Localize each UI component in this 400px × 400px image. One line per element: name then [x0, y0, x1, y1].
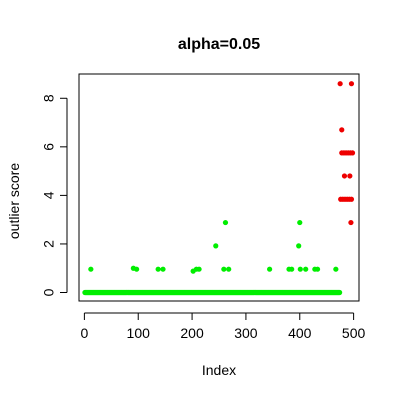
- data-point: [226, 267, 231, 272]
- data-point: [348, 220, 353, 225]
- x-tick-label: 100: [127, 325, 151, 341]
- data-point: [338, 81, 343, 86]
- data-point: [337, 290, 342, 295]
- data-point: [160, 267, 165, 272]
- y-tick-label: 8: [41, 94, 57, 102]
- series: [338, 81, 356, 225]
- data-point: [349, 197, 354, 202]
- data-point: [315, 267, 320, 272]
- series: [82, 220, 342, 295]
- x-axis: 0 100 200 300 400 500: [80, 313, 365, 341]
- y-tick-label: 4: [41, 191, 57, 199]
- x-tick-label: 500: [342, 325, 366, 341]
- y-axis: 0 2 4 6 8: [41, 94, 67, 296]
- y-tick-label: 2: [41, 240, 57, 248]
- x-axis-label: Index: [202, 362, 236, 378]
- y-tick-label: 0: [41, 288, 57, 296]
- plot-area: [79, 74, 359, 301]
- data-point: [221, 267, 226, 272]
- data-point: [88, 267, 93, 272]
- x-tick-label: 200: [180, 325, 204, 341]
- data-point: [333, 267, 338, 272]
- y-tick-label: 6: [41, 143, 57, 151]
- y-axis-label: outlier score: [6, 163, 22, 239]
- data-point: [297, 220, 302, 225]
- x-tick-label: 400: [288, 325, 312, 341]
- data-point: [289, 267, 294, 272]
- data-point: [196, 267, 201, 272]
- data-point: [134, 267, 139, 272]
- data-point: [298, 267, 303, 272]
- data-point: [350, 150, 355, 155]
- chart-title: alpha=0.05: [178, 36, 260, 53]
- data-point: [303, 267, 308, 272]
- data-point: [296, 243, 301, 248]
- data-point: [223, 220, 228, 225]
- data-point: [342, 173, 347, 178]
- data-point: [267, 267, 272, 272]
- data-point: [339, 127, 344, 132]
- data-point: [347, 173, 352, 178]
- x-tick-label: 0: [80, 325, 88, 341]
- data-point: [213, 243, 218, 248]
- data-point: [156, 267, 161, 272]
- data-point: [349, 81, 354, 86]
- x-tick-label: 300: [234, 325, 258, 341]
